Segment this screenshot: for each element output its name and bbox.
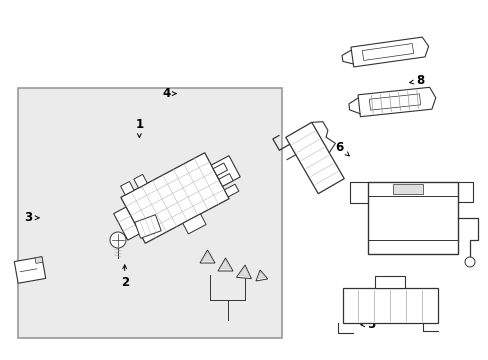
Circle shape	[464, 257, 474, 267]
Polygon shape	[35, 257, 43, 264]
Text: 5: 5	[360, 318, 375, 331]
Polygon shape	[362, 44, 413, 60]
Polygon shape	[18, 88, 282, 338]
Text: 2: 2	[121, 265, 128, 289]
Polygon shape	[200, 250, 215, 263]
Text: 7: 7	[399, 40, 414, 53]
Polygon shape	[392, 184, 422, 194]
Polygon shape	[342, 288, 437, 323]
Polygon shape	[213, 163, 227, 176]
Polygon shape	[218, 258, 232, 271]
Text: 1: 1	[135, 118, 143, 138]
Polygon shape	[113, 207, 140, 240]
Polygon shape	[14, 257, 45, 283]
Polygon shape	[357, 87, 435, 117]
Polygon shape	[255, 270, 267, 281]
Text: 8: 8	[409, 75, 424, 87]
Text: 3: 3	[24, 211, 39, 224]
Polygon shape	[121, 153, 229, 243]
Text: 4: 4	[162, 87, 176, 100]
Polygon shape	[211, 156, 240, 186]
Polygon shape	[374, 275, 404, 288]
Polygon shape	[135, 215, 161, 238]
Polygon shape	[224, 184, 238, 197]
Polygon shape	[220, 260, 230, 269]
Polygon shape	[368, 94, 420, 110]
Polygon shape	[238, 267, 249, 276]
Polygon shape	[134, 175, 147, 188]
Polygon shape	[257, 272, 265, 279]
Circle shape	[110, 232, 126, 248]
Polygon shape	[367, 182, 457, 254]
Polygon shape	[183, 214, 205, 234]
Polygon shape	[236, 265, 251, 279]
Polygon shape	[218, 174, 233, 186]
Polygon shape	[121, 181, 134, 195]
Polygon shape	[285, 122, 344, 194]
Text: 6: 6	[335, 141, 348, 156]
Polygon shape	[202, 252, 213, 261]
Polygon shape	[350, 37, 427, 67]
